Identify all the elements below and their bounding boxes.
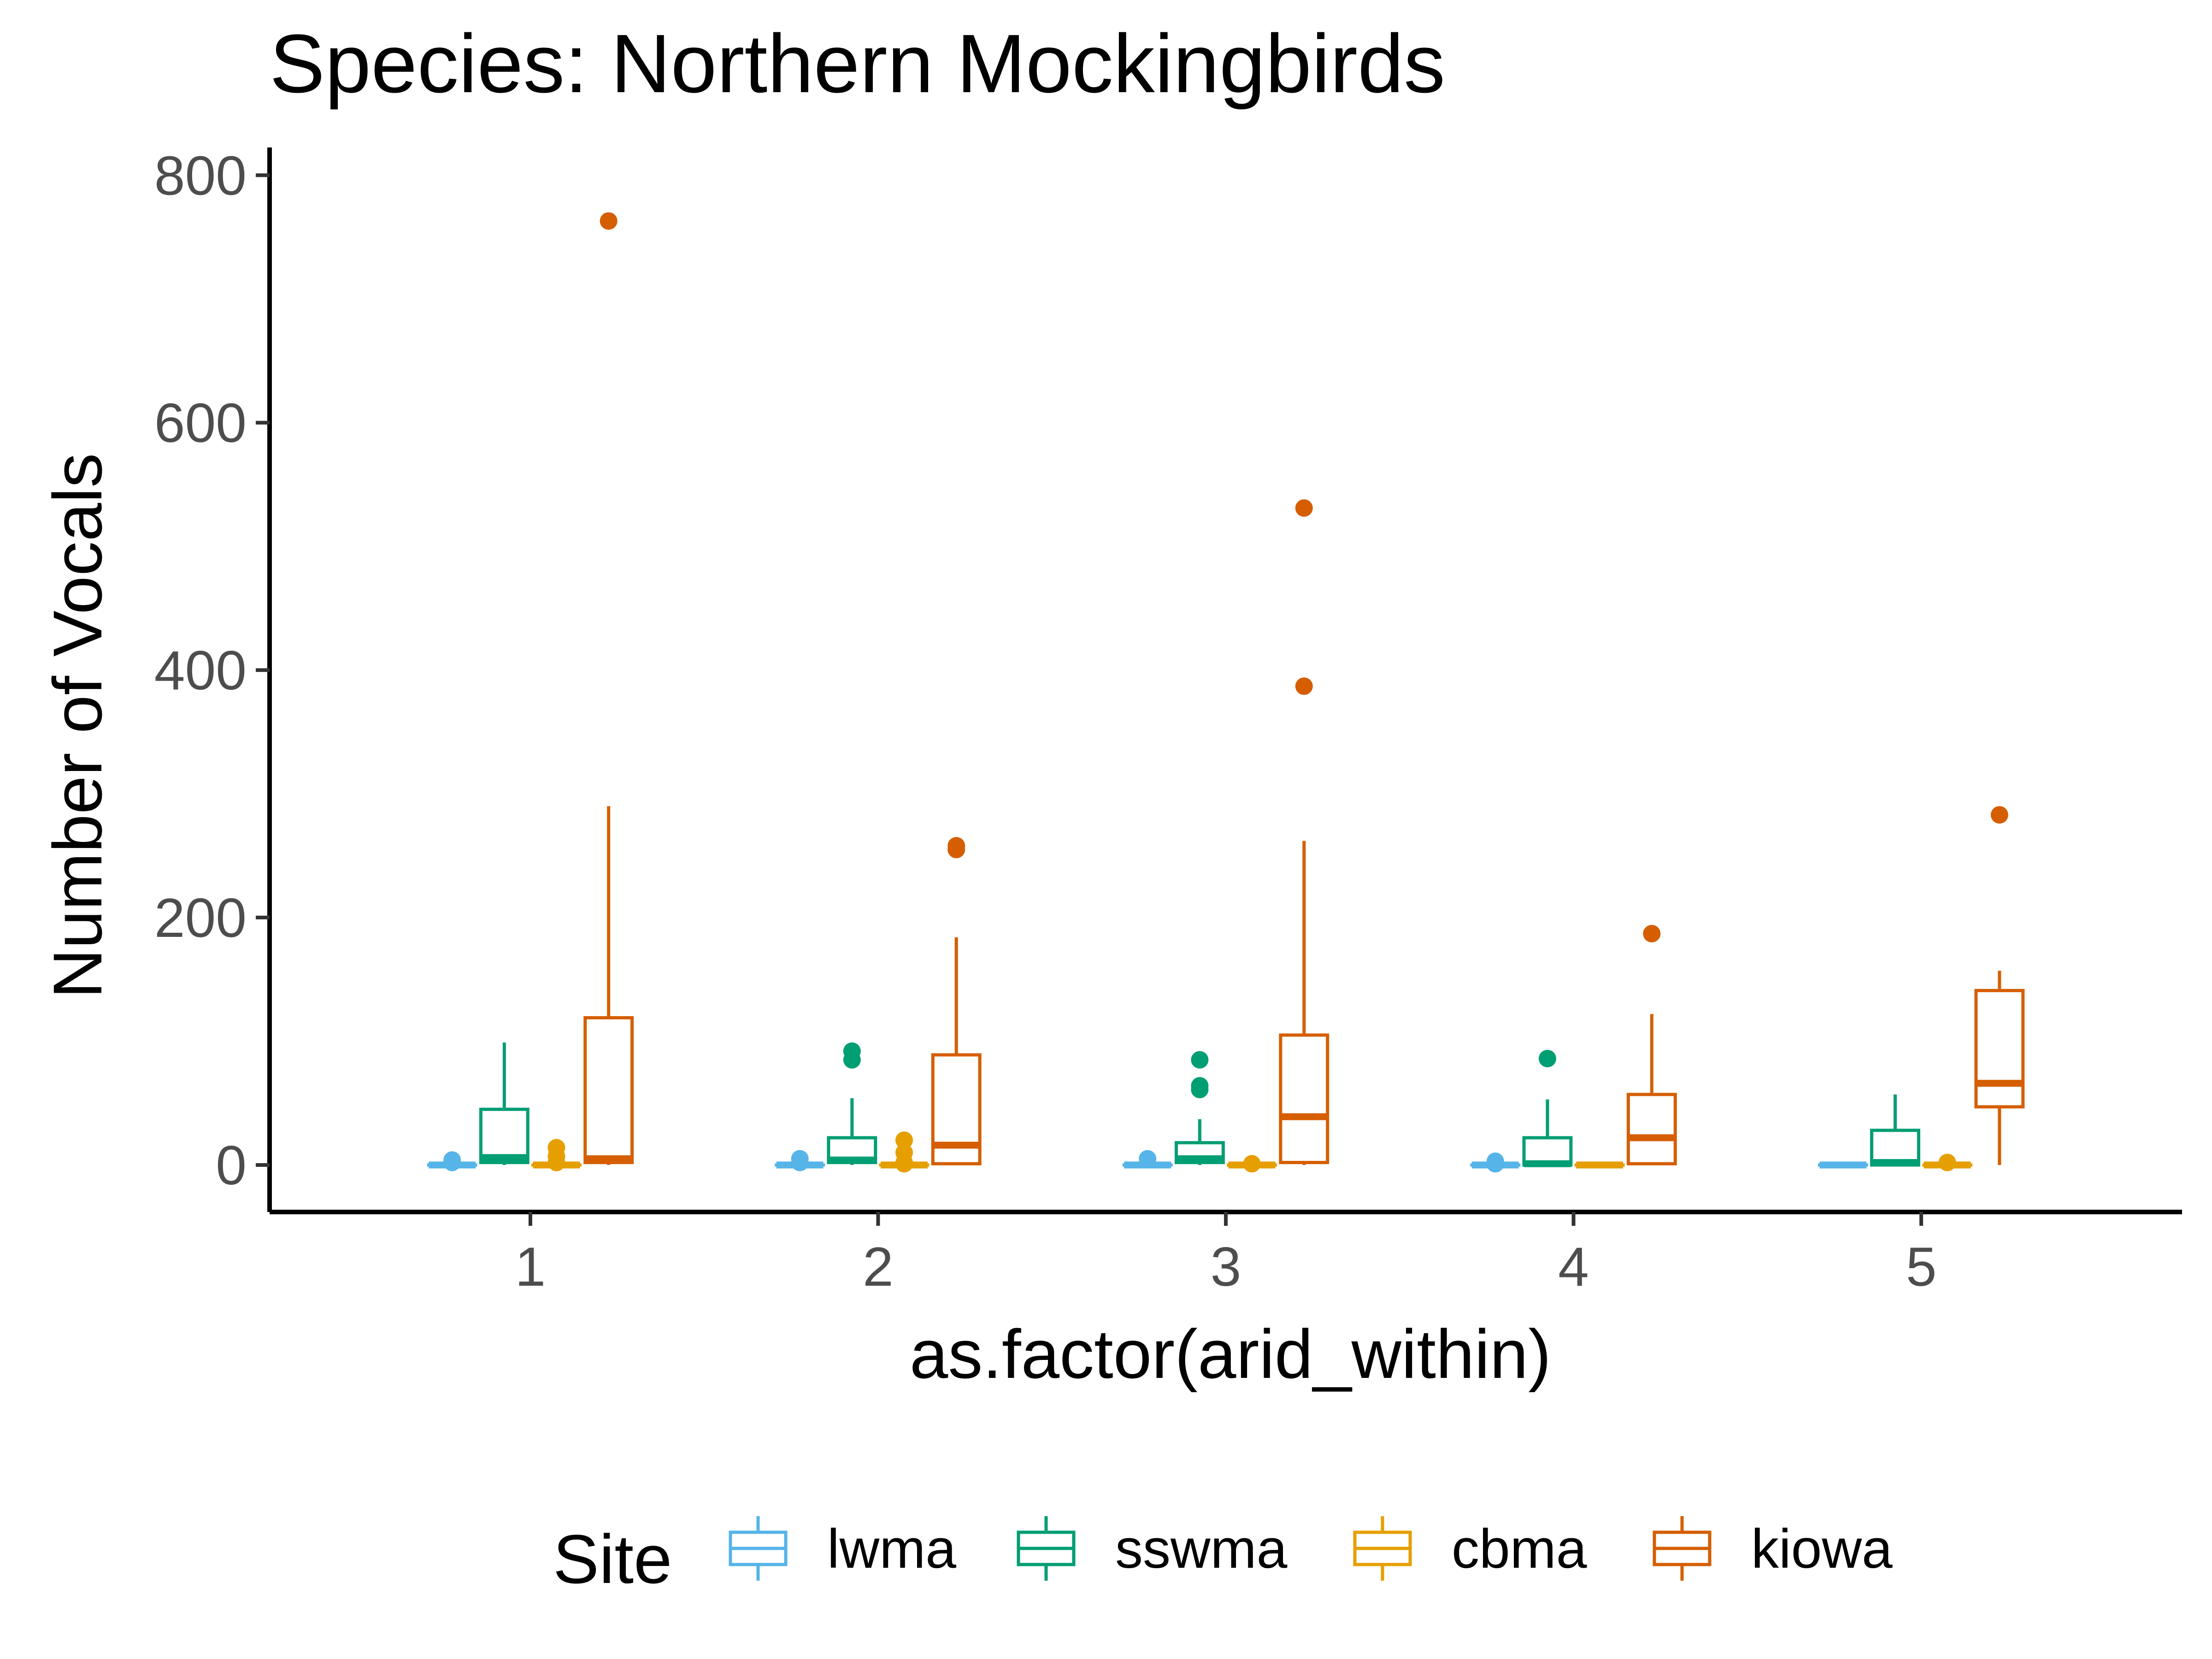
outlier-point xyxy=(1486,1152,1504,1170)
y-tick-label: 800 xyxy=(154,145,247,206)
y-tick-label: 400 xyxy=(154,640,247,701)
legend-item-sswma: sswma xyxy=(1017,1516,1288,1581)
box-iqr xyxy=(583,1016,634,1165)
chart-title: Species: Northern Mockingbirds xyxy=(270,18,1445,110)
box-kiowa-1 xyxy=(583,212,634,1165)
legend-label: lwma xyxy=(827,1518,956,1580)
y-tick-label: 0 xyxy=(216,1135,247,1196)
box-sswma-2 xyxy=(827,1042,877,1165)
outlier-point xyxy=(791,1150,809,1168)
axes: 0 200 400 600 800 1 2 3 4 5 xyxy=(154,145,2182,1298)
legend-item-lwma: lwma xyxy=(729,1516,956,1581)
outlier-point xyxy=(1191,1077,1209,1095)
outlier-point xyxy=(1538,1050,1556,1068)
box-kiowa-4 xyxy=(1626,924,1677,1165)
box-cbma-1 xyxy=(531,1139,582,1171)
outlier-point xyxy=(600,212,618,230)
legend: Site lwma sswma cbma kiowa xyxy=(553,1516,1893,1598)
y-tick-label: 200 xyxy=(154,887,247,949)
legend-label: sswma xyxy=(1115,1518,1288,1580)
box-lwma-1 xyxy=(427,1151,477,1171)
legend-label: cbma xyxy=(1452,1518,1587,1580)
box-iqr xyxy=(479,1107,529,1165)
outlier-point xyxy=(1990,806,2008,824)
x-tick-label: 2 xyxy=(863,1236,894,1298)
box-lwma-2 xyxy=(775,1150,825,1171)
y-tick-label: 600 xyxy=(154,392,247,454)
outlier-point xyxy=(1643,924,1661,942)
y-axis-label: Number of Vocals xyxy=(39,453,116,999)
outlier-point xyxy=(1295,499,1313,517)
box-iqr xyxy=(1974,988,2025,1109)
legend-title: Site xyxy=(553,1520,672,1598)
outlier-point xyxy=(947,837,965,855)
x-tick-label: 5 xyxy=(1906,1236,1937,1298)
box-lwma-4 xyxy=(1470,1152,1521,1173)
x-tick-label: 1 xyxy=(515,1236,546,1298)
box-cbma-3 xyxy=(1227,1155,1277,1173)
outlier-point xyxy=(1191,1051,1209,1069)
x-tick-label: 3 xyxy=(1211,1236,1241,1298)
box-kiowa-3 xyxy=(1279,499,1330,1165)
box-sswma-4 xyxy=(1522,1050,1573,1167)
outlier-point xyxy=(843,1042,861,1060)
box-cbma-2 xyxy=(879,1131,930,1173)
outlier-point xyxy=(547,1139,565,1157)
outlier-point xyxy=(1139,1150,1157,1168)
box-iqr xyxy=(1279,1033,1330,1165)
box-cbma-5 xyxy=(1922,1153,1973,1171)
outlier-point xyxy=(895,1144,913,1162)
legend-label: kiowa xyxy=(1751,1518,1893,1580)
outlier-point xyxy=(1295,677,1313,695)
x-axis-label: as.factor(arid_within) xyxy=(910,1315,1551,1393)
legend-item-cbma: cbma xyxy=(1353,1516,1587,1581)
box-sswma-3 xyxy=(1174,1051,1225,1165)
x-tick-label: 4 xyxy=(1558,1236,1589,1298)
outlier-point xyxy=(1938,1153,1956,1171)
outlier-point xyxy=(1243,1155,1261,1173)
box-lwma-3 xyxy=(1122,1150,1173,1169)
outlier-point xyxy=(895,1131,913,1149)
box-iqr xyxy=(1626,1093,1677,1165)
outlier-point xyxy=(443,1151,461,1169)
plot-area xyxy=(427,212,2025,1173)
box-kiowa-5 xyxy=(1974,806,2025,1165)
legend-item-kiowa: kiowa xyxy=(1653,1516,1893,1581)
box-sswma-5 xyxy=(1870,1094,1920,1167)
box-sswma-1 xyxy=(479,1042,529,1165)
box-kiowa-2 xyxy=(931,837,982,1165)
